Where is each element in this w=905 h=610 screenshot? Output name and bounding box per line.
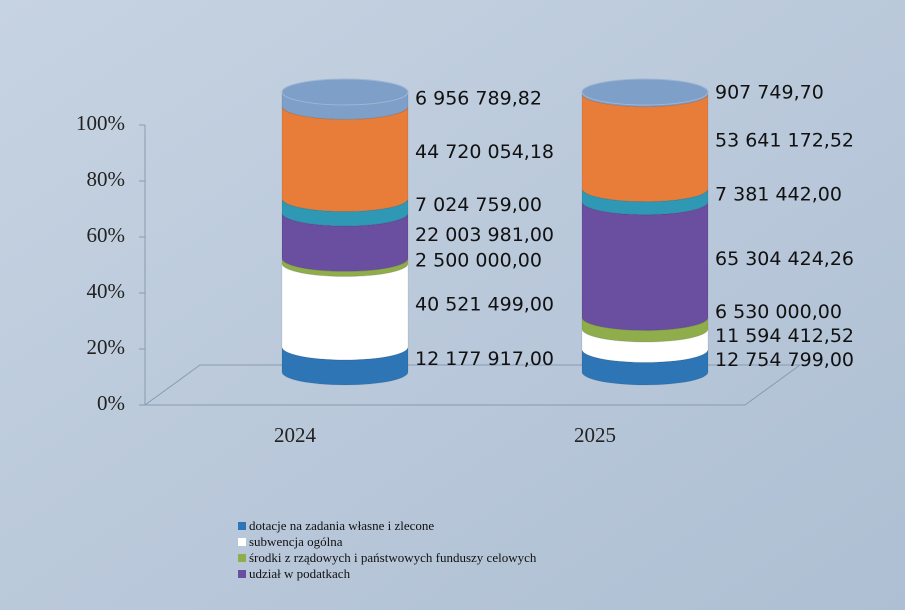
cylinder-segment [281, 106, 409, 212]
legend-label: udział w podatkach [249, 566, 351, 581]
y-tick-label: 100% [76, 111, 125, 135]
value-label: 12 177 917,00 [415, 348, 554, 370]
legend-swatch [238, 554, 246, 562]
value-label: 907 749,70 [715, 81, 824, 103]
cylinder-top [581, 78, 709, 106]
value-label: 7 381 442,00 [715, 184, 842, 206]
cylinder-segment [581, 201, 709, 331]
value-label: 40 521 499,00 [415, 294, 554, 316]
value-label: 12 754 799,00 [715, 349, 854, 371]
legend-label: dotacje na zadania własne i zlecone [249, 518, 434, 533]
value-label: 11 594 412,52 [715, 325, 854, 347]
x-tick-label: 2025 [574, 423, 616, 447]
x-tick-label: 2024 [274, 423, 317, 447]
value-label: 6 530 000,00 [715, 301, 842, 323]
legend-swatch [238, 538, 246, 546]
cylinder-top [281, 78, 409, 106]
value-label: 53 641 172,52 [715, 130, 854, 152]
floor [143, 364, 802, 406]
value-label: 2 500 000,00 [415, 249, 542, 271]
value-label: 22 003 981,00 [415, 224, 554, 246]
value-label: 6 956 789,82 [415, 88, 542, 110]
cylinder-segment [581, 93, 709, 203]
legend-label: subwencja ogólna [249, 534, 343, 549]
value-label: 65 304 424,26 [715, 248, 854, 270]
legend-swatch [238, 522, 246, 530]
y-tick-label: 60% [87, 223, 126, 247]
y-tick-label: 80% [87, 167, 126, 191]
legend-swatch [238, 570, 246, 578]
y-tick-label: 0% [97, 391, 125, 415]
legend-label: środki z rządowych i państwowych fundusz… [249, 550, 537, 565]
value-label: 44 720 054,18 [415, 141, 554, 163]
y-tick-label: 40% [87, 279, 126, 303]
cylinder-segment [281, 263, 409, 361]
y-tick-label: 20% [87, 335, 126, 359]
value-label: 7 024 759,00 [415, 194, 542, 216]
